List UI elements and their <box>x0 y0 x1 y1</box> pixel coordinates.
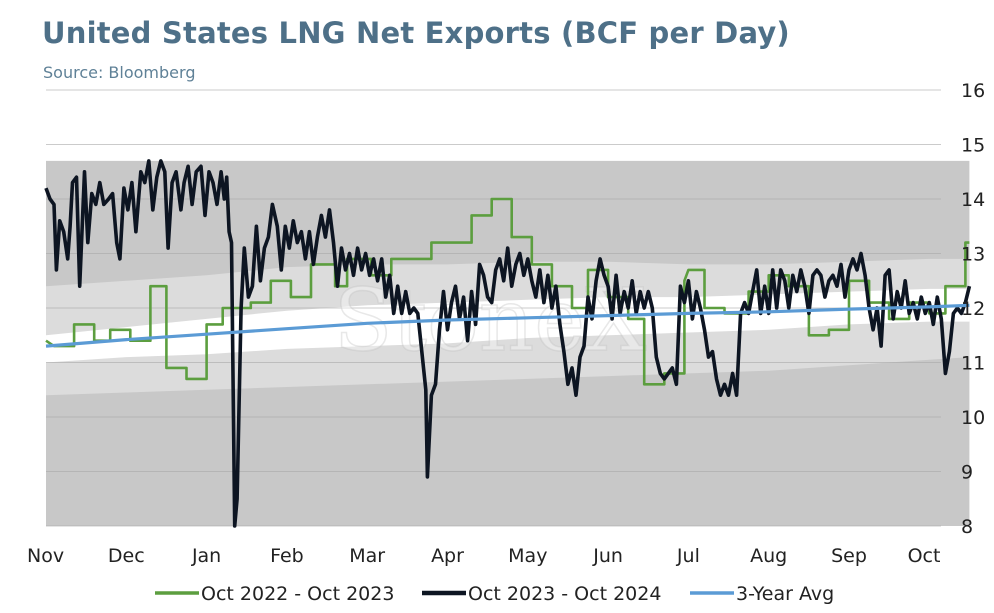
watermark: StoneX <box>334 271 647 371</box>
x-tick-label: Jan <box>191 545 221 567</box>
x-tick-label: Nov <box>27 545 64 567</box>
series-line-2 <box>44 159 972 528</box>
chart-title: United States LNG Net Exports (BCF per D… <box>42 16 790 50</box>
y-tick-label: 15 <box>961 135 985 157</box>
x-tick-label: Dec <box>108 545 145 567</box>
y-tick-label: 16 <box>961 80 985 102</box>
x-axis: Nov Dec Jan Feb Mar Apr May Jun Jul Aug Sep Oct <box>27 545 940 567</box>
grid-lines <box>46 89 941 527</box>
y-tick-label: 9 <box>961 462 973 484</box>
x-tick-label: Apr <box>431 545 464 567</box>
band-inner <box>46 288 970 363</box>
x-tick-label: Feb <box>270 545 304 567</box>
legend: Oct 2022 - Oct 2023 Oct 2023 - Oct 2024 3-… <box>155 583 834 605</box>
x-tick-label: May <box>508 545 547 567</box>
x-tick-label: Aug <box>750 545 787 567</box>
y-tick-label: 13 <box>961 244 985 266</box>
x-tick-label: Mar <box>349 545 385 567</box>
series-lines <box>44 159 972 528</box>
y-tick-label: 12 <box>961 298 985 320</box>
y-tick-label: 14 <box>961 189 985 211</box>
chart-source: Source: Bloomberg <box>43 63 196 82</box>
x-tick-label: Jun <box>592 545 623 567</box>
legend-label-3: 3-Year Avg <box>736 583 834 605</box>
y-tick-label: 10 <box>961 407 985 429</box>
x-tick-label: Sep <box>831 545 867 567</box>
x-tick-label: Oct <box>908 545 941 567</box>
series-line-1 <box>45 197 970 386</box>
legend-label-1: Oct 2022 - Oct 2023 <box>201 583 394 605</box>
x-tick-label: Jul <box>676 545 700 567</box>
series-line-3 <box>45 303 970 348</box>
y-tick-label: 8 <box>961 516 973 538</box>
legend-label-2: Oct 2023 - Oct 2024 <box>468 583 661 605</box>
y-tick-label: 11 <box>961 353 985 375</box>
y-axis: 8 9 10 11 12 13 14 15 16 <box>961 80 985 538</box>
